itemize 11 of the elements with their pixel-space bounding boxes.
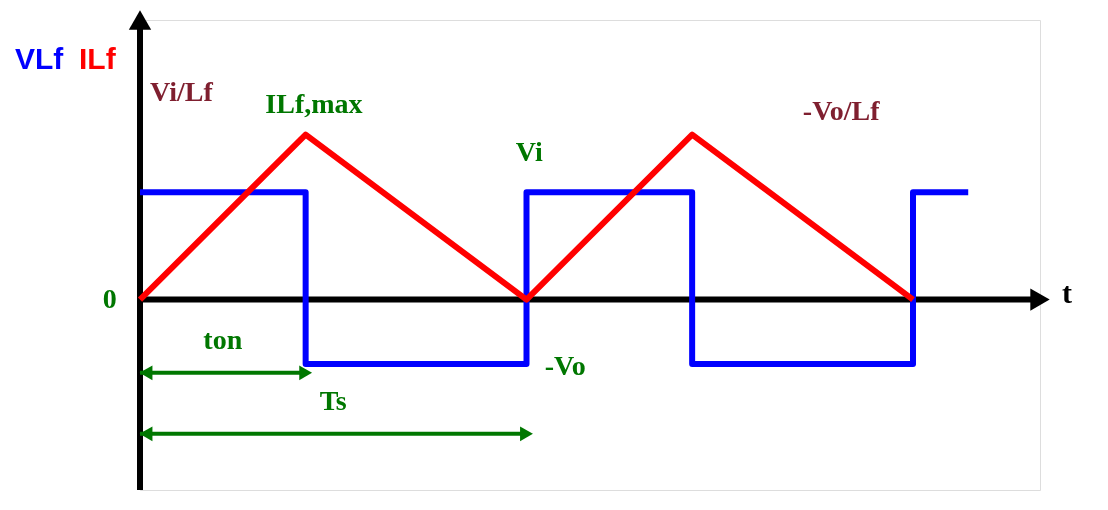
text: Vi/Lf — [150, 76, 214, 108]
text: VLf — [15, 42, 65, 75]
text: ILf,max — [265, 87, 363, 119]
text: ILf — [79, 42, 117, 75]
annotation: -Vo — [544, 350, 586, 382]
x-axis-title: t — [1062, 275, 1072, 309]
annotation: Vi — [515, 135, 543, 167]
text: Ts — [319, 384, 347, 416]
text: -Vo/Lf — [802, 94, 881, 126]
annotation: ton — [203, 323, 243, 355]
text: 0 — [102, 282, 117, 314]
